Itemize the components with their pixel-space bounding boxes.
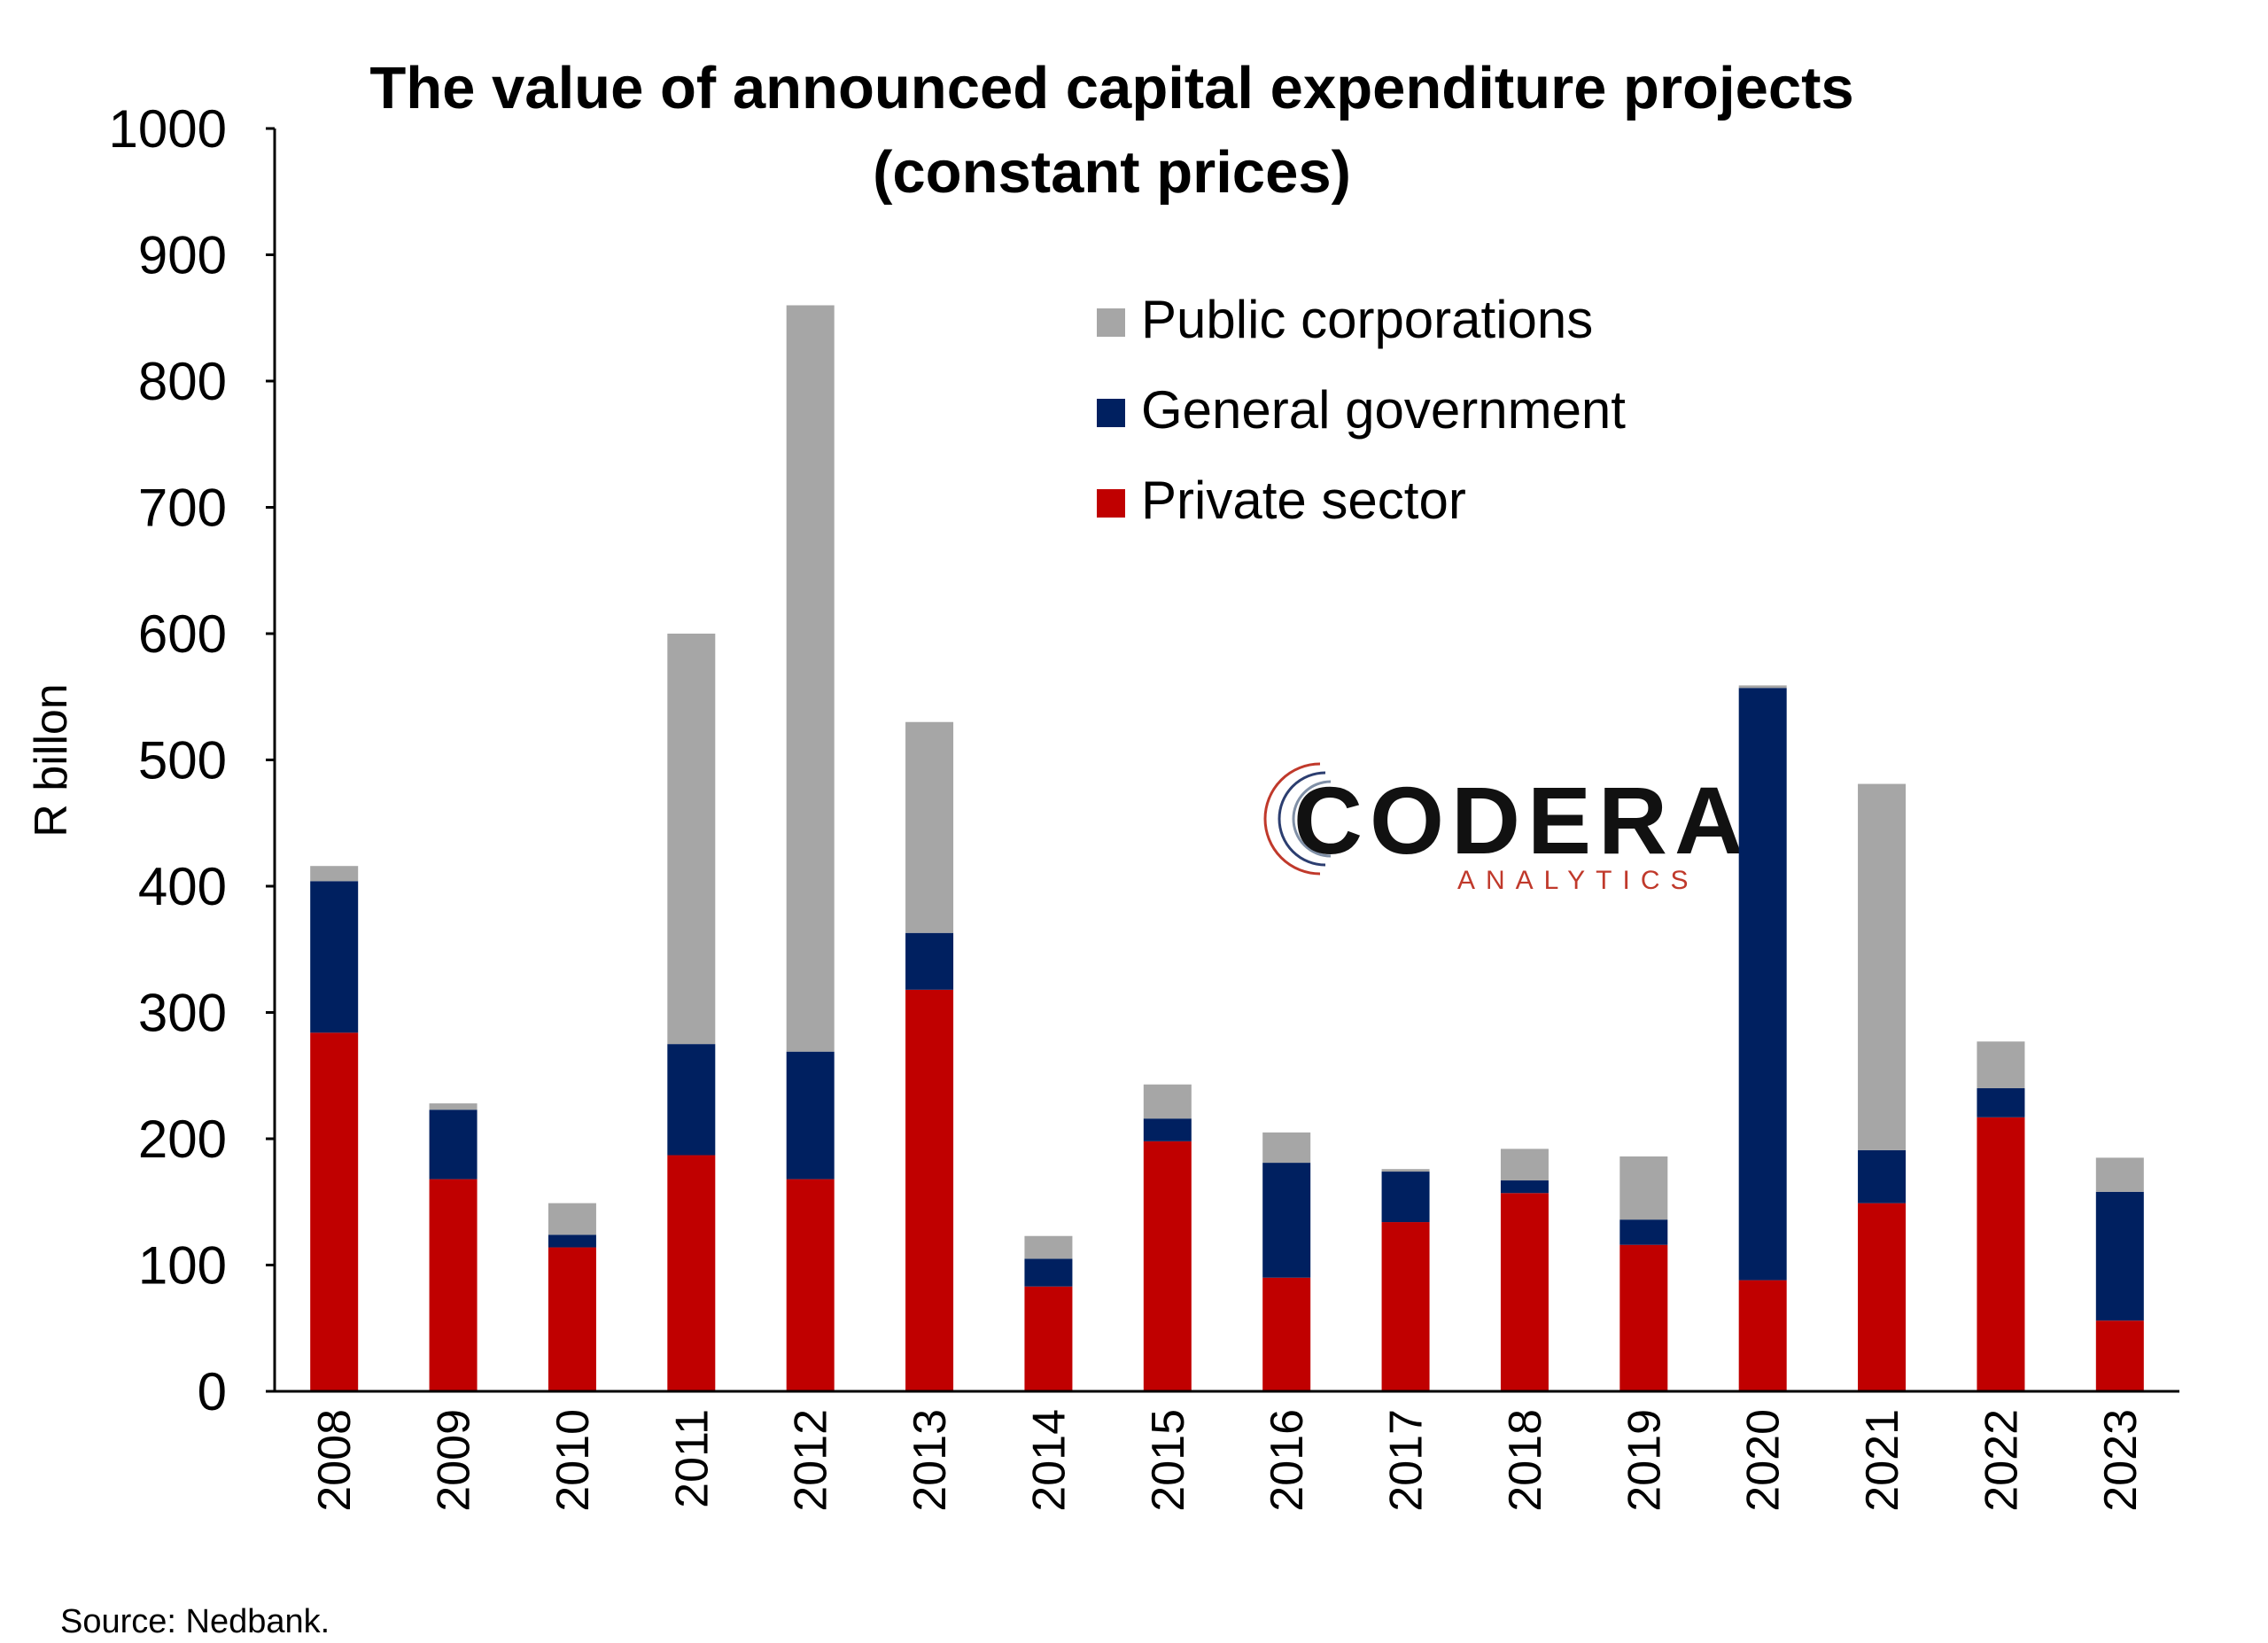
x-tick-label: 2018: [1500, 1409, 1551, 1512]
bar-private-sector-2014: [1024, 1286, 1073, 1391]
plot-area: 0 100 200 300 400 500 600 700 800 900 1000 2008 2009…: [109, 99, 2179, 1512]
legend-label: Private sector: [1141, 471, 1466, 530]
bar-public-corporations-2009: [429, 1103, 478, 1110]
bar-public-corporations-2010: [548, 1203, 596, 1235]
x-tick-label: 2015: [1143, 1409, 1194, 1512]
bar-private-sector-2017: [1381, 1222, 1430, 1391]
bar-general-government-2021: [1858, 1149, 1907, 1203]
bar-general-government-2017: [1381, 1172, 1430, 1223]
x-tick-label: 2021: [1857, 1409, 1908, 1512]
bar-private-sector-2010: [548, 1247, 596, 1391]
codera-analytics-logo: CODERA ANALYTICS: [1263, 762, 1751, 895]
logo-tagline: ANALYTICS: [1457, 866, 1699, 895]
x-tick-label: 2022: [1976, 1409, 2027, 1512]
bar-public-corporations-2017: [1381, 1169, 1430, 1172]
bar-private-sector-2013: [905, 989, 954, 1391]
y-tick-label: 100: [138, 1236, 227, 1296]
bar-general-government-2016: [1262, 1163, 1311, 1278]
bar-public-corporations-2015: [1143, 1084, 1192, 1119]
y-tick-label: 200: [138, 1110, 227, 1169]
x-tick-label: 2014: [1023, 1409, 1075, 1512]
bar-public-corporations-2018: [1500, 1149, 1549, 1181]
logo-wordmark: CODERA: [1293, 767, 1751, 874]
bar-general-government-2019: [1619, 1219, 1668, 1245]
bar-general-government-2012: [786, 1051, 835, 1180]
bar-general-government-2018: [1500, 1180, 1549, 1194]
x-tick-label: 2009: [429, 1409, 480, 1512]
x-tick-label: 2008: [309, 1409, 361, 1512]
x-tick-label: 2011: [666, 1409, 718, 1508]
y-tick-label: 300: [138, 984, 227, 1043]
bar-public-corporations-2008: [310, 866, 359, 882]
bar-private-sector-2021: [1858, 1203, 1907, 1391]
x-tick-label: 2017: [1381, 1409, 1433, 1512]
bar-general-government-2015: [1143, 1118, 1192, 1141]
y-tick-label: 500: [138, 731, 227, 790]
bar-private-sector-2015: [1143, 1141, 1192, 1391]
bar-private-sector-2023: [2095, 1320, 2144, 1391]
bar-private-sector-2020: [1738, 1280, 1787, 1391]
bar-general-government-2013: [905, 932, 954, 990]
legend-swatch: [1097, 489, 1125, 518]
bar-general-government-2023: [2095, 1191, 2144, 1321]
source-note: Source: Nedbank.: [60, 1603, 330, 1640]
logo-circle-icon: [1263, 762, 1337, 876]
bar-public-corporations-2014: [1024, 1235, 1073, 1259]
legend-label: General government: [1141, 380, 1626, 440]
bar-private-sector-2008: [310, 1032, 359, 1391]
y-tick-label: 900: [138, 226, 227, 285]
x-tick-label: 2012: [786, 1409, 837, 1512]
bar-public-corporations-2022: [1977, 1041, 2025, 1088]
y-tick-label: 400: [138, 857, 227, 916]
y-tick-label: 700: [138, 479, 227, 538]
y-tick-label: 0: [198, 1362, 227, 1421]
legend-swatch: [1097, 399, 1125, 427]
bar-public-corporations-2019: [1619, 1156, 1668, 1220]
y-tick-label: 1000: [109, 99, 227, 159]
bar-general-government-2011: [667, 1044, 716, 1156]
bar-public-corporations-2016: [1262, 1132, 1311, 1164]
bar-private-sector-2018: [1500, 1193, 1549, 1391]
bar-general-government-2010: [548, 1234, 596, 1248]
bar-general-government-2009: [429, 1110, 478, 1180]
bar-public-corporations-2013: [905, 721, 954, 933]
x-tick-label: 2023: [2095, 1409, 2147, 1512]
bar-private-sector-2012: [786, 1179, 835, 1391]
bar-private-sector-2009: [429, 1179, 478, 1391]
bar-public-corporations-2023: [2095, 1157, 2144, 1192]
bar-public-corporations-2021: [1858, 783, 1907, 1150]
bar-general-government-2014: [1024, 1258, 1073, 1287]
bar-public-corporations-2011: [667, 634, 716, 1045]
legend-label: Public corporations: [1141, 290, 1593, 349]
bar-private-sector-2016: [1262, 1277, 1311, 1391]
legend-swatch: [1097, 308, 1125, 337]
bar-private-sector-2011: [667, 1155, 716, 1391]
y-tick-label: 600: [138, 604, 227, 664]
chart-title-line-2: (constant prices): [873, 139, 1351, 206]
x-tick-label: 2019: [1619, 1409, 1670, 1512]
bar-public-corporations-2020: [1738, 685, 1787, 689]
x-tick-label: 2020: [1738, 1409, 1790, 1512]
x-tick-label: 2013: [905, 1409, 956, 1512]
chart-title-line-1: The value of announced capital expenditu…: [369, 55, 1853, 121]
bar-private-sector-2019: [1619, 1244, 1668, 1391]
bar-general-government-2022: [1977, 1088, 2025, 1117]
y-tick-label: 800: [138, 352, 227, 411]
bar-general-government-2008: [310, 881, 359, 1033]
x-tick-label: 2010: [548, 1409, 599, 1512]
bar-public-corporations-2012: [786, 305, 835, 1052]
bar-general-government-2020: [1738, 688, 1787, 1281]
x-tick-label: 2016: [1262, 1409, 1313, 1512]
bar-private-sector-2022: [1977, 1117, 2025, 1391]
y-axis-label: R billon: [26, 683, 77, 837]
